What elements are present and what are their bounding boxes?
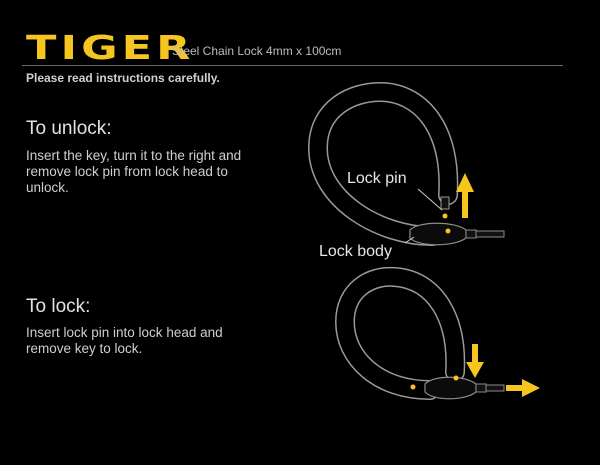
lock-cable	[334, 266, 466, 400]
lock-body-label: Lock body	[319, 243, 392, 260]
unlock-text: Insert the key, turn it to the right and…	[26, 148, 242, 195]
lock-pin-shape	[440, 196, 450, 219]
locked-lock-body	[424, 375, 505, 400]
unlock-lock-body	[409, 222, 505, 246]
lock-heading: To lock:	[26, 296, 91, 317]
arrow-right-icon	[506, 379, 540, 397]
lock-text: Insert lock pin into lock head and remov…	[26, 325, 223, 356]
unlock-cable	[307, 81, 459, 246]
product-title: Steel Chain Lock 4mm x 100cm	[172, 44, 342, 58]
header-divider	[22, 65, 563, 66]
arrow-up-icon	[456, 173, 474, 218]
unlock-heading: To unlock:	[26, 118, 112, 139]
instructions-notice: Please read instructions carefully.	[26, 71, 220, 85]
brand-logo: TIGER	[26, 28, 195, 67]
lock-pin-label: Lock pin	[347, 170, 407, 187]
arrow-down-icon	[466, 344, 484, 378]
